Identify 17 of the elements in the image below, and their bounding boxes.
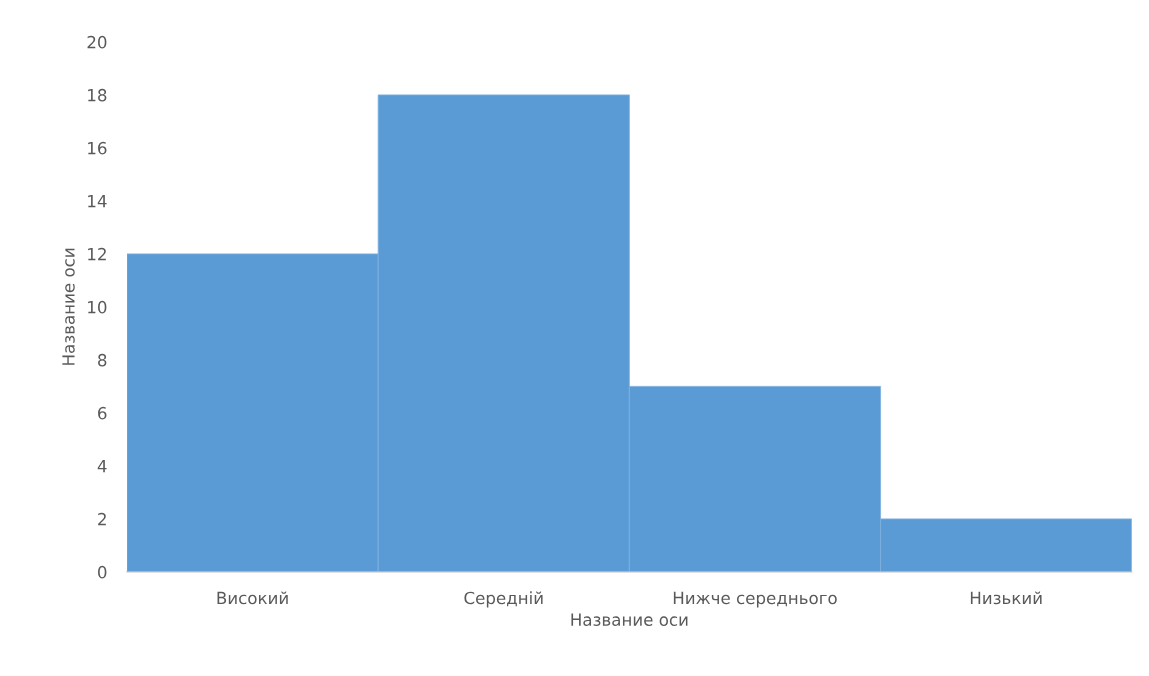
y-tick-label: 10 (88, 300, 107, 314)
y-axis-title: Название оси (62, 248, 75, 365)
y-tick-label: 20 (87, 35, 107, 49)
y-tick-label: 4 (97, 460, 107, 473)
x-tick-label: Високий (217, 591, 288, 605)
x-axis-title: Название оси (571, 613, 688, 626)
y-tick-label: 0 (98, 565, 107, 579)
y-tick-label: 18 (88, 88, 107, 102)
y-tick-label: 2 (98, 512, 106, 526)
y-tick-label: 6 (98, 406, 107, 420)
x-tick-label: Середній (464, 591, 543, 608)
y-tick-label: 16 (88, 141, 107, 155)
x-tick-label: Нижче середнього (673, 591, 837, 608)
y-tick-label: 14 (88, 195, 107, 208)
x-tick-label: Низький (970, 591, 1042, 605)
y-tick-label: 12 (88, 247, 106, 261)
y-tick-label: 8 (98, 353, 107, 367)
